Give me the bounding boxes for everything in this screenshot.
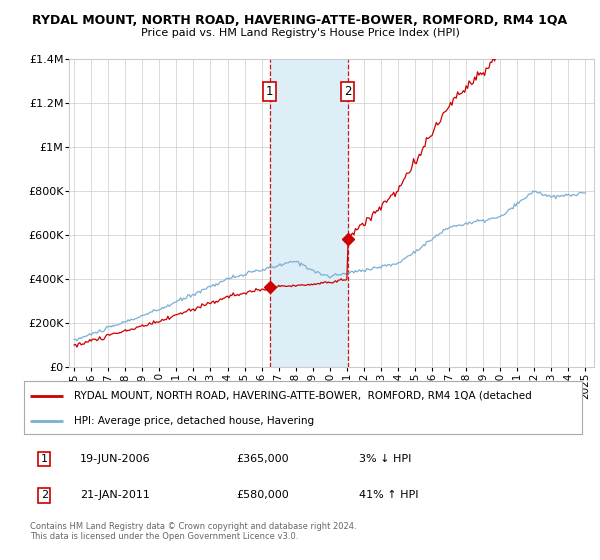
Text: Contains HM Land Registry data © Crown copyright and database right 2024.: Contains HM Land Registry data © Crown c…: [30, 522, 356, 531]
Text: £365,000: £365,000: [236, 454, 289, 464]
Text: Price paid vs. HM Land Registry's House Price Index (HPI): Price paid vs. HM Land Registry's House …: [140, 28, 460, 38]
Bar: [269, 59, 347, 367]
Text: 41% ↑ HPI: 41% ↑ HPI: [359, 491, 418, 500]
Text: RYDAL MOUNT, NORTH ROAD, HAVERING-ATTE-BOWER,  ROMFORD, RM4 1QA (detached: RYDAL MOUNT, NORTH ROAD, HAVERING-ATTE-B…: [74, 391, 532, 401]
Text: HPI: Average price, detached house, Havering: HPI: Average price, detached house, Have…: [74, 416, 314, 426]
Text: 1: 1: [266, 85, 274, 97]
Text: 2: 2: [344, 85, 352, 97]
Text: This data is licensed under the Open Government Licence v3.0.: This data is licensed under the Open Gov…: [30, 532, 298, 541]
Text: 21-JAN-2011: 21-JAN-2011: [80, 491, 149, 500]
Text: £580,000: £580,000: [236, 491, 289, 500]
Text: 19-JUN-2006: 19-JUN-2006: [80, 454, 151, 464]
Text: 1: 1: [41, 454, 48, 464]
Text: 3% ↓ HPI: 3% ↓ HPI: [359, 454, 411, 464]
Text: RYDAL MOUNT, NORTH ROAD, HAVERING-ATTE-BOWER, ROMFORD, RM4 1QA: RYDAL MOUNT, NORTH ROAD, HAVERING-ATTE-B…: [32, 14, 568, 27]
Text: 2: 2: [41, 491, 48, 500]
